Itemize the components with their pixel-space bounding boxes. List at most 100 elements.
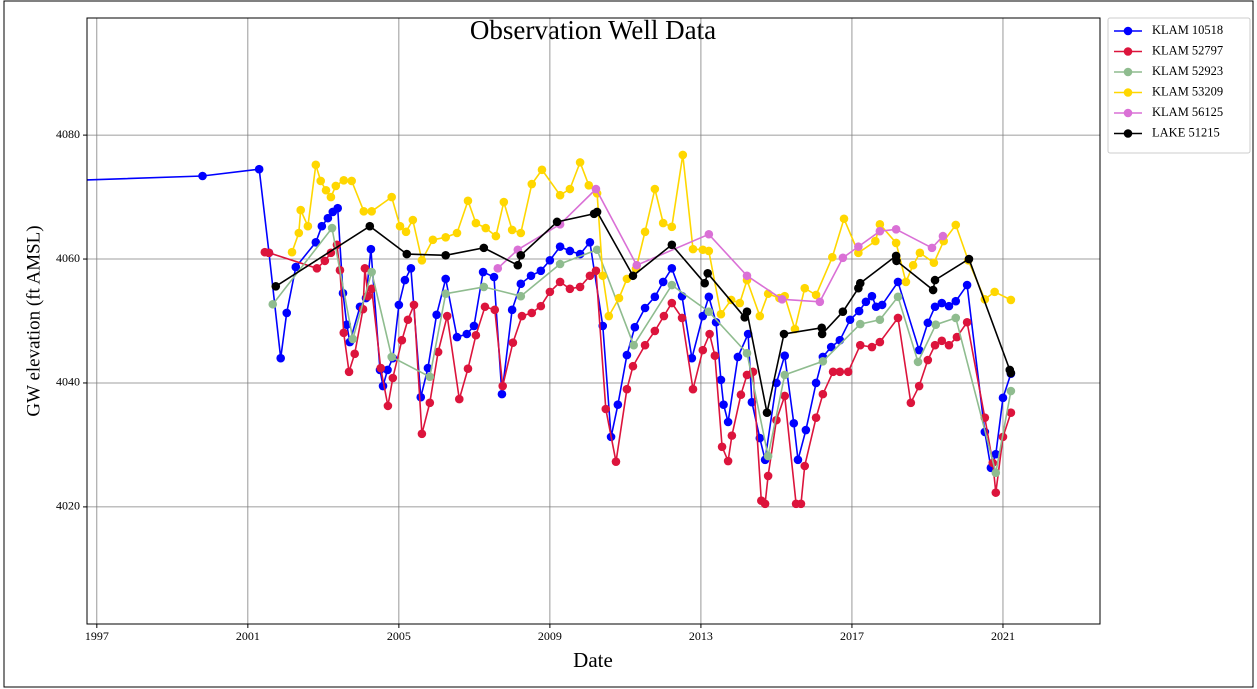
data-point [710,351,720,360]
data-point [839,214,849,224]
data-point [700,278,709,288]
data-point [871,236,880,246]
data-point [667,280,677,290]
data-point [835,367,845,377]
data-point [555,190,565,200]
data-point [817,323,827,333]
data-point [875,337,885,347]
data-point [536,301,546,311]
data-point [735,298,745,308]
data-point [321,185,331,195]
data-point [929,258,939,268]
data-point [526,271,536,281]
legend-marker [1123,129,1133,138]
data-point [711,317,721,327]
legend-label: KLAM 10518 [1152,23,1223,37]
legend-box [1107,17,1251,154]
series-line [272,226,1012,474]
data-point [326,248,336,258]
data-point [937,298,947,308]
data-point [452,332,462,342]
data-point [316,176,326,186]
data-point [716,309,726,319]
data-point [311,160,321,170]
data-point [463,196,473,206]
data-point [323,213,333,223]
data-point [471,218,481,228]
data-point [254,164,264,174]
x-tick-label: 2009 [538,629,562,643]
data-point [990,287,999,297]
data-point [780,391,790,401]
data-point [727,431,737,440]
data-point [777,295,787,304]
data-point [811,378,821,388]
data-point [317,221,327,231]
x-tick-label: 2005 [387,629,411,643]
data-point [928,285,938,295]
data-point [650,184,660,194]
data-point [717,442,727,452]
x-axis-label: Date [573,648,613,672]
data-point [780,351,790,360]
data-point [327,223,337,233]
data-point [937,336,947,346]
data-point [667,264,677,273]
data-point [875,220,885,229]
data-point [893,292,903,302]
data-point [613,400,623,409]
data-point [367,267,376,277]
data-point [667,222,677,232]
data-point [493,264,503,273]
data-point [36,177,45,186]
data-point [716,375,726,385]
data-point [640,303,650,313]
data-point [640,227,650,237]
legend-marker [1123,88,1133,97]
data-point [425,398,435,408]
data-point [545,287,555,297]
data-point [704,229,714,239]
data-point [962,317,972,327]
data-point [789,418,799,428]
data-point [291,262,301,272]
data-point [376,363,386,373]
data-point [801,425,811,435]
axes-frame [86,17,1101,625]
data-point [497,389,507,399]
data-point [677,313,687,323]
data-point [914,345,924,355]
data-point [513,260,523,270]
data-point [875,226,885,236]
data-point [423,363,433,373]
data-point [893,277,903,287]
data-point [271,282,281,291]
data-point [394,300,404,310]
data-point [347,176,356,186]
data-point [763,451,773,461]
legend-marker [1123,47,1133,56]
data-point [1006,408,1016,418]
data-point [742,271,752,281]
data-point [742,348,752,358]
data-point [704,246,714,256]
y-axis-label: GW elevation (ft AMSL) [23,225,44,416]
x-tick-label: 2017 [840,629,864,643]
data-point [365,221,375,231]
data-point [507,225,517,235]
x-tick-label: 2001 [236,629,260,643]
data-point [276,353,285,363]
data-point [479,243,489,253]
data-point [838,253,848,263]
data-point [914,381,924,391]
data-point [491,231,501,241]
data-point [331,181,341,191]
data-point [527,308,537,318]
data-point [433,347,443,357]
legend-label: KLAM 52923 [1152,64,1223,78]
data-point [312,264,322,273]
data-point [282,308,292,318]
data-point [817,329,827,339]
legend-marker [1123,26,1133,36]
data-point [1006,295,1016,305]
